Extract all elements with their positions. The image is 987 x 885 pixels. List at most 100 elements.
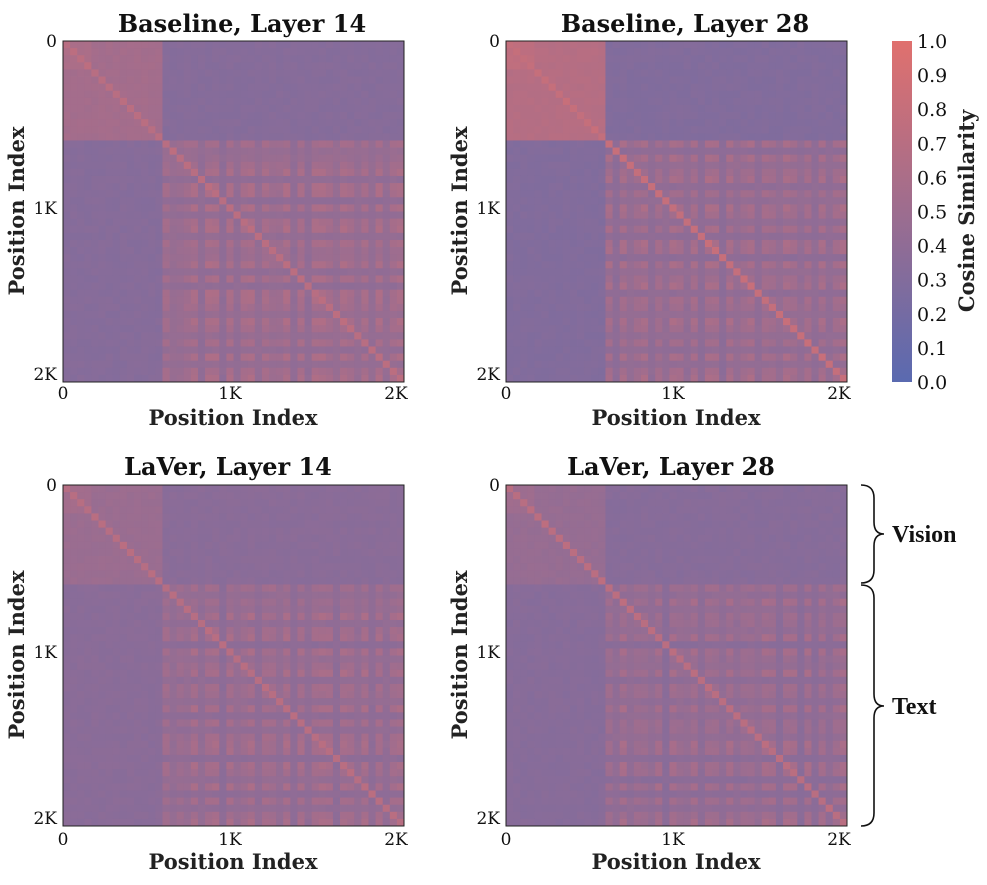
heatmap-cell: [747, 353, 756, 362]
heatmap-cell: [555, 154, 564, 163]
heatmap-cell: [396, 175, 405, 184]
heatmap-cell: [534, 104, 542, 113]
heatmap-cell: [119, 318, 128, 326]
heatmap-cell: [726, 62, 734, 70]
heatmap-cell: [304, 97, 313, 106]
heatmap-cell: [825, 275, 834, 283]
heatmap-cell: [162, 506, 170, 514]
heatmap-cell: [712, 254, 720, 262]
heatmap-cell: [332, 374, 341, 383]
heatmap-cell: [697, 104, 706, 113]
heatmap-cell: [283, 112, 291, 120]
heatmap-cell: [141, 225, 149, 234]
heatmap-cell: [254, 499, 263, 507]
heatmap-cell: [162, 247, 170, 255]
heatmap-cell: [205, 183, 213, 191]
heatmap-cell: [584, 247, 592, 255]
heatmap-cell: [63, 168, 71, 177]
heatmap-cell: [148, 41, 156, 49]
heatmap-cell: [269, 268, 277, 276]
heatmap-cell: [832, 204, 841, 212]
heatmap-cell: [283, 360, 291, 369]
heatmap-cell: [119, 485, 128, 493]
heatmap-cell: [396, 339, 405, 347]
heatmap-cell: [347, 41, 355, 49]
heatmap-cell: [676, 147, 684, 156]
heatmap-cell: [169, 303, 178, 312]
heatmap-cell: [389, 104, 398, 113]
heatmap-cell: [598, 261, 606, 269]
heatmap-cell: [389, 168, 398, 177]
heatmap-cell: [148, 133, 156, 141]
heatmap-cell: [332, 296, 341, 305]
heatmap-cell: [818, 353, 827, 362]
heatmap-cell: [176, 268, 185, 276]
heatmap-cell: [761, 119, 770, 127]
heatmap-cell: [832, 289, 841, 298]
heatmap-cell: [577, 126, 585, 134]
heatmap-cell: [726, 55, 734, 63]
heatmap-cell: [797, 254, 805, 262]
heatmap-cell: [119, 48, 128, 56]
heatmap-cell: [669, 97, 677, 106]
heatmap-cell: [134, 310, 142, 319]
heatmap-cell: [169, 97, 178, 106]
heatmap-cell: [361, 296, 369, 305]
heatmap-cell: [520, 346, 528, 354]
heatmap-cell: [761, 104, 770, 113]
heatmap-cell: [176, 310, 185, 319]
heatmap-cell: [240, 76, 249, 85]
heatmap-cell: [219, 90, 227, 99]
heatmap-cell: [389, 296, 398, 305]
heatmap-cell: [134, 218, 142, 227]
heatmap-cell: [612, 197, 621, 205]
heatmap-cell: [790, 204, 798, 212]
heatmap-cell: [141, 332, 149, 340]
heatmap-cell: [754, 374, 763, 383]
heatmap-cell: [269, 218, 277, 227]
heatmap-cell: [269, 104, 277, 113]
heatmap-cell: [375, 90, 384, 99]
heatmap-cell: [261, 48, 270, 56]
heatmap-cell: [754, 225, 763, 234]
heatmap-cell: [311, 97, 320, 106]
heatmap-cell: [261, 112, 270, 120]
heatmap-cell: [761, 147, 770, 156]
heatmap-cell: [704, 374, 713, 383]
heatmap-cell: [683, 76, 692, 85]
heatmap-cell: [269, 275, 277, 283]
heatmap-cell: [633, 140, 642, 148]
heatmap-cell: [311, 303, 320, 312]
heatmap-cell: [662, 147, 670, 156]
heatmap-cell: [747, 168, 756, 177]
heatmap-cell: [375, 168, 384, 177]
heatmap-cell: [176, 161, 185, 170]
heatmap-cell: [91, 289, 99, 298]
heatmap-cell: [190, 310, 199, 319]
heatmap-cell: [655, 62, 663, 70]
heatmap-cell: [584, 261, 592, 269]
heatmap-cell: [197, 62, 206, 70]
heatmap-cell: [747, 303, 756, 312]
heatmap-cell: [105, 289, 114, 298]
heatmap-cell: [283, 168, 291, 177]
heatmap-cell: [261, 360, 270, 369]
heatmap-cell: [577, 225, 585, 234]
heatmap-cell: [825, 282, 834, 291]
heatmap-cell: [783, 48, 791, 56]
heatmap-cell: [569, 325, 578, 333]
heatmap-cell: [283, 492, 291, 500]
heatmap-cell: [704, 133, 713, 141]
heatmap-cell: [832, 197, 841, 205]
heatmap-cell: [811, 211, 819, 219]
heatmap-cell: [382, 104, 391, 113]
heatmap-cell: [747, 183, 756, 191]
heatmap-cell: [141, 133, 149, 141]
heatmap-cell: [626, 83, 635, 92]
heatmap-cell: [811, 374, 819, 383]
heatmap-cell: [804, 62, 812, 70]
heatmap-cell: [783, 69, 791, 77]
heatmap-cell: [183, 367, 192, 376]
heatmap-cell: [797, 83, 805, 92]
heatmap-cell: [839, 268, 848, 276]
